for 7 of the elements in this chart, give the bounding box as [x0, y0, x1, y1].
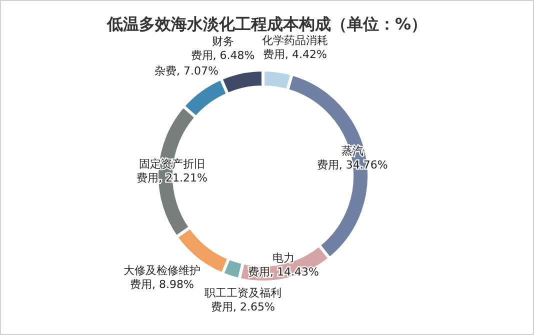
slice-label: 职工工资及福利费用, 2.65% — [204, 286, 282, 314]
chart-title: 低温多效海水淡化工程成本构成（单位：%） — [106, 14, 428, 34]
slice-label: 电力费用, 14.43% — [248, 251, 319, 278]
slice-label: 大修及检修维护费用, 8.98% — [124, 264, 201, 291]
slice-label: 财务费用, 6.48% — [190, 35, 255, 62]
slice-label: 化学药品消耗费用, 4.42% — [262, 34, 328, 61]
slice-label: 杂费, 7.07% — [154, 64, 218, 78]
